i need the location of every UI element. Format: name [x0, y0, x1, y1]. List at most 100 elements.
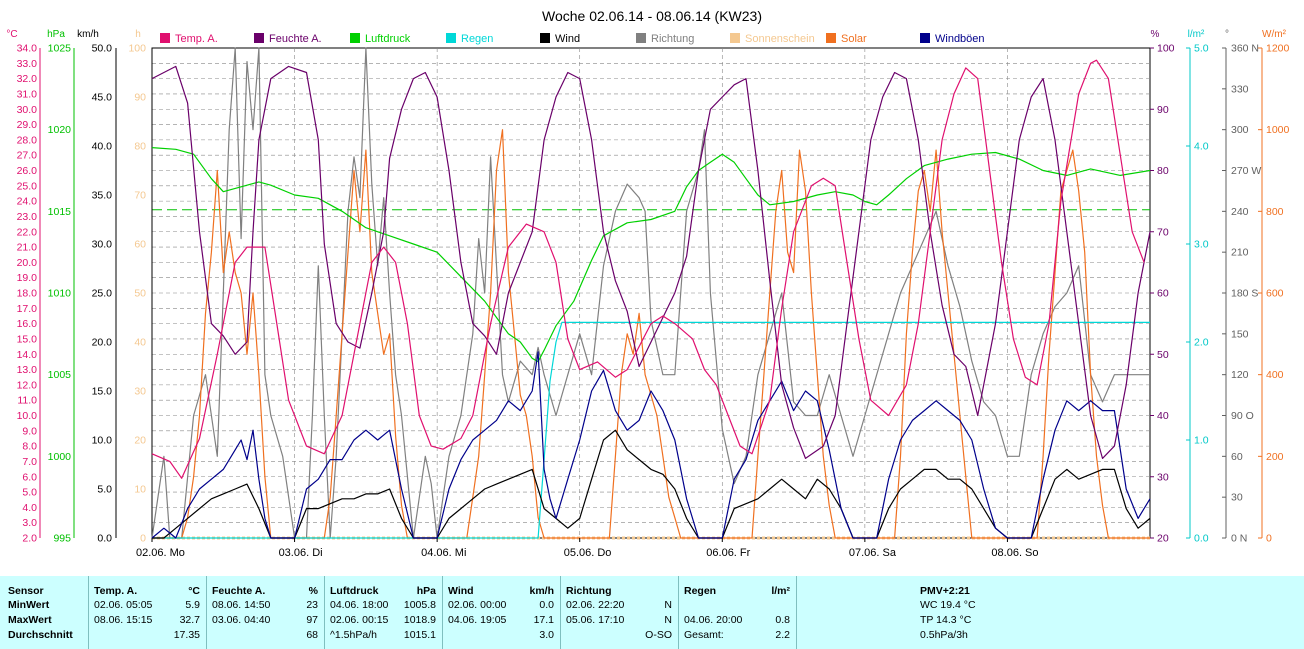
solar-axis-tick: 1200 — [1266, 43, 1290, 55]
stats-wind-t-cell: 04.06. 19:05 — [448, 614, 507, 626]
legend-label-4: Wind — [555, 33, 580, 45]
legend-swatch-7 — [826, 33, 836, 43]
humidity-axis-tick: 70 — [1157, 226, 1169, 238]
pressure-axis-tick: 1020 — [48, 124, 72, 136]
temp-axis-tick: 2.0 — [22, 533, 37, 545]
wind-axis-tick: 0.0 — [97, 533, 112, 545]
direction-axis-unit: ° — [1225, 29, 1229, 40]
temp-axis-tick: 20.0 — [17, 257, 38, 269]
humidity-axis-tick: 20 — [1157, 533, 1169, 545]
pressure-axis-tick: 1005 — [48, 369, 72, 381]
rain-axis-unit: l/m² — [1188, 29, 1205, 40]
stats-wind-v-cell: 0.0 — [539, 599, 554, 611]
temp-axis-tick: 31.0 — [17, 88, 38, 100]
sunshine-axis-tick: 100 — [128, 43, 146, 55]
humidity-axis-tick: 90 — [1157, 104, 1169, 116]
stats-label-cell: MaxWert — [8, 614, 52, 626]
stats-wind-v-cell: 17.1 — [533, 614, 554, 626]
series-line-feuchte-a — [151, 65, 1151, 459]
stats-rain-t-cell: Gesamt: — [684, 629, 724, 641]
stats-hum-v-cell: 97 — [306, 614, 318, 626]
temp-axis-tick: 32.0 — [17, 73, 38, 85]
rain-axis-tick: 4.0 — [1194, 141, 1209, 153]
stats-extra-cell: 0.5hPa/3h — [920, 629, 968, 641]
wind-axis-tick: 30.0 — [92, 239, 113, 251]
sunshine-axis-tick: 20 — [134, 435, 146, 447]
stats-dir-v-cell: N — [664, 614, 672, 626]
direction-axis-tick: 330 — [1231, 83, 1249, 95]
temp-axis-tick: 15.0 — [17, 333, 38, 345]
rain-axis-tick: 5.0 — [1194, 43, 1209, 55]
temp-axis-tick: 25.0 — [17, 180, 38, 192]
legend-label-0: Temp. A. — [175, 33, 218, 45]
temp-axis-tick: 33.0 — [17, 58, 38, 70]
day-label: 04.06. Mi — [421, 547, 466, 559]
legend-label-5: Richtung — [651, 33, 694, 45]
stats-temp-t-cell: 02.06. 05:05 — [94, 599, 153, 611]
temp-axis-tick: 26.0 — [17, 165, 38, 177]
sunshine-axis-tick: 0 — [140, 533, 146, 545]
legend-swatch-6 — [730, 33, 740, 43]
temp-axis-tick: 18.0 — [17, 288, 38, 300]
wind-axis-tick: 15.0 — [92, 386, 113, 398]
direction-axis-tick: 0 N — [1231, 533, 1247, 545]
stats-extra-cell: WC 19.4 °C — [920, 599, 976, 611]
stats-press-t-cell: 02.06. 00:15 — [330, 614, 389, 626]
solar-axis-tick: 200 — [1266, 451, 1284, 463]
solar-axis-tick: 600 — [1266, 288, 1284, 300]
sunshine-axis-tick: 60 — [134, 239, 146, 251]
solar-axis-unit: W/m² — [1262, 29, 1287, 40]
solar-axis-tick: 800 — [1266, 206, 1284, 218]
sunshine-axis-tick: 40 — [134, 337, 146, 349]
humidity-axis-unit: % — [1151, 29, 1160, 40]
solar-axis-tick: 0 — [1266, 533, 1272, 545]
humidity-axis-tick: 30 — [1157, 471, 1169, 483]
solar-axis-tick: 400 — [1266, 369, 1284, 381]
stats-header-press-unit: hPa — [416, 585, 436, 597]
stats-header-temp: Temp. A. — [94, 585, 138, 597]
pressure-axis-tick: 995 — [53, 533, 71, 545]
wind-axis-tick: 40.0 — [92, 141, 113, 153]
legend-swatch-0 — [160, 33, 170, 43]
stats-extra-cell: TP 14.3 °C — [920, 614, 972, 626]
series-line-regen — [152, 321, 1150, 539]
stats-press-v-cell: 1015.1 — [403, 629, 436, 641]
temp-axis-tick: 19.0 — [17, 272, 38, 284]
direction-axis-tick: 300 — [1231, 124, 1249, 136]
humidity-axis-tick: 50 — [1157, 349, 1169, 361]
stats-rain-v-cell: 2.2 — [775, 629, 790, 641]
wind-axis-tick: 20.0 — [92, 337, 113, 349]
direction-axis-tick: 60 — [1231, 451, 1243, 463]
legend-label-2: Luftdruck — [365, 33, 411, 45]
legend-swatch-3 — [446, 33, 456, 43]
sunshine-axis-tick: 90 — [134, 92, 146, 104]
temp-axis-tick: 28.0 — [17, 134, 38, 146]
stats-header-rain-unit: l/m² — [771, 585, 790, 597]
wind-axis-tick: 5.0 — [97, 484, 112, 496]
wind-axis-tick: 50.0 — [92, 43, 113, 55]
stats-label-cell: Durchschnitt — [8, 629, 73, 641]
humidity-axis-tick: 100 — [1157, 43, 1175, 55]
sunshine-axis-tick: 50 — [134, 288, 146, 300]
pressure-axis-tick: 1025 — [48, 43, 72, 55]
sunshine-axis-tick: 70 — [134, 190, 146, 202]
series-line-wind — [152, 429, 1151, 539]
rain-axis-tick: 1.0 — [1194, 435, 1209, 447]
stats-rain-t-cell: 04.06. 20:00 — [684, 614, 743, 626]
stats-label-cell: MinWert — [8, 599, 50, 611]
temp-axis-tick: 8.0 — [22, 441, 37, 453]
weather-chart: Woche 02.06.14 - 08.06.14 (KW23) Temp. A… — [6, 8, 1290, 559]
temp-axis-tick: 5.0 — [22, 487, 37, 499]
temp-axis-tick: 27.0 — [17, 150, 38, 162]
direction-axis-tick: 30 — [1231, 492, 1243, 504]
stats-header-dir: Richtung — [566, 585, 612, 597]
rain-axis-tick: 3.0 — [1194, 239, 1209, 251]
stats-hum-t-cell: 08.06. 14:50 — [212, 599, 271, 611]
stats-dir-t-cell: 02.06. 22:20 — [566, 599, 625, 611]
x-axis-labels: 02.06. Mo 03.06. Di 04.06. Mi 05.06. Do 06.0… — [136, 538, 1039, 559]
legend-label-6: Sonnenschein — [745, 33, 815, 45]
wind-axis-tick: 45.0 — [92, 92, 113, 104]
temp-axis-tick: 6.0 — [22, 471, 37, 483]
stats-dir-v-cell: O-SO — [645, 629, 672, 641]
stats-header-pmv: PMV+2:21 — [920, 585, 970, 597]
